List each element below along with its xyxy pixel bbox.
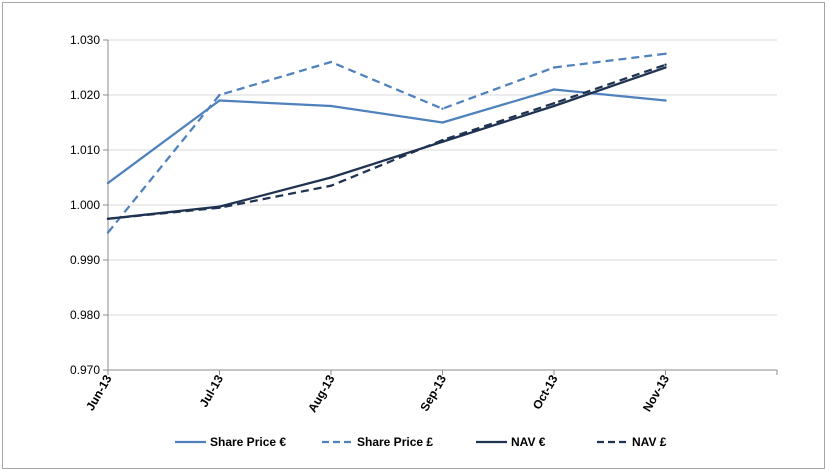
- series-line-1: [107, 52, 666, 234]
- data-point: [218, 93, 221, 97]
- data-point: [329, 104, 333, 108]
- data-point: [329, 184, 333, 187]
- data-point: [552, 88, 556, 91]
- x-tick-label: Oct-13: [530, 372, 561, 412]
- data-point: [552, 104, 556, 108]
- x-tick-label: Jun-13: [83, 372, 115, 413]
- data-point: [441, 121, 444, 124]
- x-tick-label: Sep-13: [417, 372, 449, 413]
- y-tick-label: 1.030: [70, 33, 100, 47]
- data-point: [329, 60, 333, 64]
- series-line-0: [107, 88, 666, 184]
- data-point: [441, 107, 444, 110]
- x-tick-label: Jul-13: [197, 372, 227, 409]
- series-layer: [106, 52, 667, 234]
- data-point: [664, 63, 667, 66]
- series-line-2: [107, 66, 666, 220]
- data-point: [664, 99, 667, 102]
- y-tick-label: 1.010: [70, 143, 100, 157]
- axis-layer: 0.970 0.980 0.990 1.000 1.010 1.020 1.030 Jun-1…: [70, 33, 778, 415]
- y-tick-label: 0.970: [70, 363, 100, 377]
- grid-layer: [108, 39, 777, 371]
- y-tick-label: 1.000: [70, 198, 100, 212]
- y-tick-label: 0.990: [70, 253, 100, 267]
- y-tick-label: 1.020: [70, 88, 100, 102]
- legend-label: Share Price £: [357, 435, 433, 449]
- legend: Share Price € Share Price £ NAV € NAV £: [175, 435, 667, 449]
- data-point: [552, 66, 556, 69]
- data-point: [552, 102, 556, 105]
- data-point: [106, 217, 110, 220]
- data-point: [664, 66, 667, 69]
- data-point: [106, 231, 110, 234]
- data-point: [106, 181, 110, 185]
- y-tick-label: 0.980: [70, 308, 100, 322]
- series-line-3: [107, 63, 666, 220]
- data-point: [441, 138, 444, 142]
- legend-label: Share Price €: [210, 435, 286, 449]
- x-tick-label: Aug-13: [305, 372, 338, 415]
- x-tick-label: Nov-13: [640, 372, 672, 414]
- data-point: [218, 206, 221, 209]
- legend-label: NAV €: [511, 435, 546, 449]
- data-point: [329, 176, 333, 179]
- data-point: [664, 52, 667, 55]
- legend-label: NAV £: [632, 435, 667, 449]
- data-point: [218, 99, 221, 102]
